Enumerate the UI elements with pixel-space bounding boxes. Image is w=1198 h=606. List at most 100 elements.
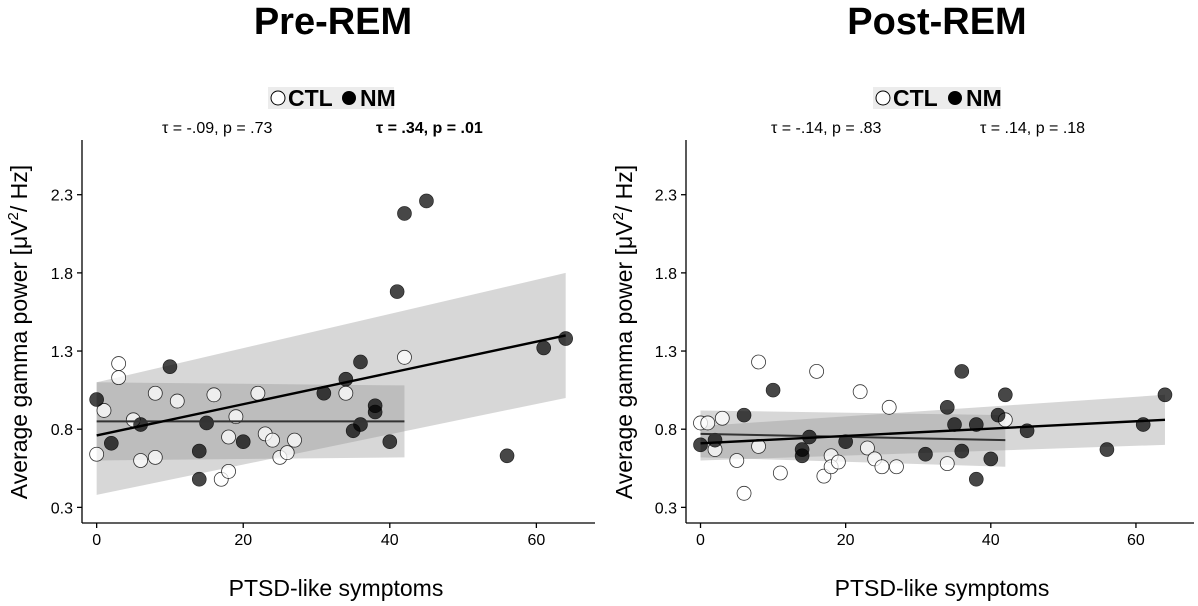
data-point-ctl (221, 429, 236, 445)
stat-nm: τ = .34, p = .01 (376, 120, 483, 137)
data-point-nm (794, 442, 810, 457)
legend-ctl-label: CTL (893, 85, 938, 111)
y-tick-label: 1.8 (51, 266, 73, 283)
stat-nm: τ = .14, p = .18 (980, 120, 1085, 137)
stat-ctl: τ = -.09, p = .73 (162, 120, 272, 137)
y-axis-label-sup: 2 (5, 212, 22, 220)
legend-nm-marker (342, 91, 356, 105)
data-point-ctl (221, 464, 236, 479)
y-axis-label-sup: 2 (610, 212, 627, 220)
data-point-ctl (729, 453, 745, 468)
x-tick-label: 20 (837, 532, 855, 549)
x-tick-label: 0 (696, 532, 705, 549)
y-tick-label: 0.8 (655, 422, 677, 439)
data-point-ctl (206, 387, 222, 403)
data-point-nm (954, 443, 970, 459)
data-point-ctl (133, 453, 149, 468)
data-point-ctl (111, 356, 127, 371)
data-point-ctl (89, 446, 105, 462)
legend-nm-label: NM (360, 85, 396, 111)
data-point-nm (419, 193, 434, 209)
x-tick-label: 40 (982, 532, 1000, 549)
data-point-nm (998, 387, 1013, 403)
y-tick-label: 0.3 (51, 500, 73, 517)
fit-line-ctl (700, 432, 1006, 442)
data-point-ctl (265, 432, 280, 448)
x-tick-label: 0 (92, 532, 101, 549)
stat-ctl: τ = -.14, p = .83 (771, 120, 881, 137)
data-point-ctl (860, 440, 875, 456)
data-point-nm (353, 417, 368, 432)
data-point-ctl (852, 384, 868, 400)
data-point-nm (499, 448, 515, 464)
legend-nm-marker (948, 91, 962, 105)
x-axis-label: PTSD-like symptoms (835, 575, 1050, 601)
data-point-nm (536, 340, 552, 356)
confidence-band-nm (700, 394, 1165, 461)
y-tick-label: 1.3 (51, 344, 73, 361)
panel-pre-rem: Pre-REM CTL NM τ = -.09, p = .73 τ = .34… (5, 1, 595, 601)
x-tick-label: 60 (527, 532, 545, 549)
y-axis-label-tail: / Hz] (6, 165, 32, 212)
x-tick-label: 60 (1127, 532, 1145, 549)
data-point-ctl (169, 393, 185, 409)
data-point-nm (353, 354, 368, 370)
y-tick-label: 2.3 (51, 188, 73, 205)
data-point-ctl (881, 399, 897, 415)
data-point-nm (199, 415, 214, 431)
panel-post-rem: Post-REM CTL NM τ = -.14, p = .83 τ = .1… (610, 1, 1194, 601)
y-axis-label-main: Average gamma power [μV (611, 220, 637, 499)
fit-line-nm (700, 418, 1166, 445)
data-point-nm (968, 471, 984, 487)
data-point-ctl (279, 445, 295, 461)
data-point-nm (104, 435, 119, 451)
y-tick-label: 0.8 (51, 422, 73, 439)
data-point-ctl (714, 410, 730, 426)
data-point-nm (382, 434, 398, 450)
data-point-ctl (874, 459, 890, 475)
y-axis-label: Average gamma power [μV2/ Hz] (5, 165, 32, 499)
data-point-nm (990, 407, 1006, 423)
data-point-ctl (397, 349, 412, 365)
y-tick-label: 1.8 (655, 266, 677, 283)
y-axis-label: Average gamma power [μV2/ Hz] (610, 165, 637, 499)
y-tick-label: 2.3 (655, 188, 677, 205)
data-point-nm (765, 382, 781, 398)
y-axis-label-main: Average gamma power [μV (6, 220, 32, 499)
x-axis-label: PTSD-like symptoms (229, 575, 444, 601)
legend-background (873, 87, 1001, 109)
data-point-nm (838, 434, 853, 450)
data-point-ctl (700, 415, 716, 431)
data-point-nm (736, 407, 752, 423)
legend-ctl-marker (875, 90, 891, 106)
data-point-ctl (111, 370, 127, 386)
data-point-ctl (287, 432, 302, 448)
y-axis-label-tail: / Hz] (611, 165, 637, 212)
data-point-ctl (809, 363, 825, 379)
y-tick-label: 0.3 (655, 500, 677, 517)
data-point-ctl (147, 385, 163, 401)
data-point-nm (1157, 387, 1173, 403)
x-tick-label: 20 (234, 532, 252, 549)
data-point-ctl (338, 385, 354, 401)
data-point-nm (162, 359, 178, 374)
data-point-nm (397, 206, 412, 221)
data-point-nm (954, 364, 970, 379)
data-point-ctl (736, 485, 752, 501)
data-point-ctl (831, 454, 846, 470)
panel-title: Pre-REM (254, 1, 412, 43)
data-point-nm (367, 398, 383, 414)
data-point-ctl (889, 459, 904, 475)
data-point-ctl (751, 354, 766, 370)
plot-area: 0 20 40 60 0.3 0.8 1.3 1.8 2.3 (655, 140, 1194, 549)
legend-ctl-label: CTL (288, 85, 333, 111)
data-point-nm (389, 284, 405, 299)
data-point-nm (558, 331, 573, 346)
data-point-nm (1099, 442, 1115, 457)
data-point-ctl (228, 409, 244, 425)
confidence-band-nm (96, 272, 566, 495)
data-point-ctl (96, 403, 112, 418)
plot-area: 0 20 40 60 0.3 0.8 1.3 1.8 2.3 (51, 140, 595, 549)
data-point-ctl (939, 456, 955, 471)
